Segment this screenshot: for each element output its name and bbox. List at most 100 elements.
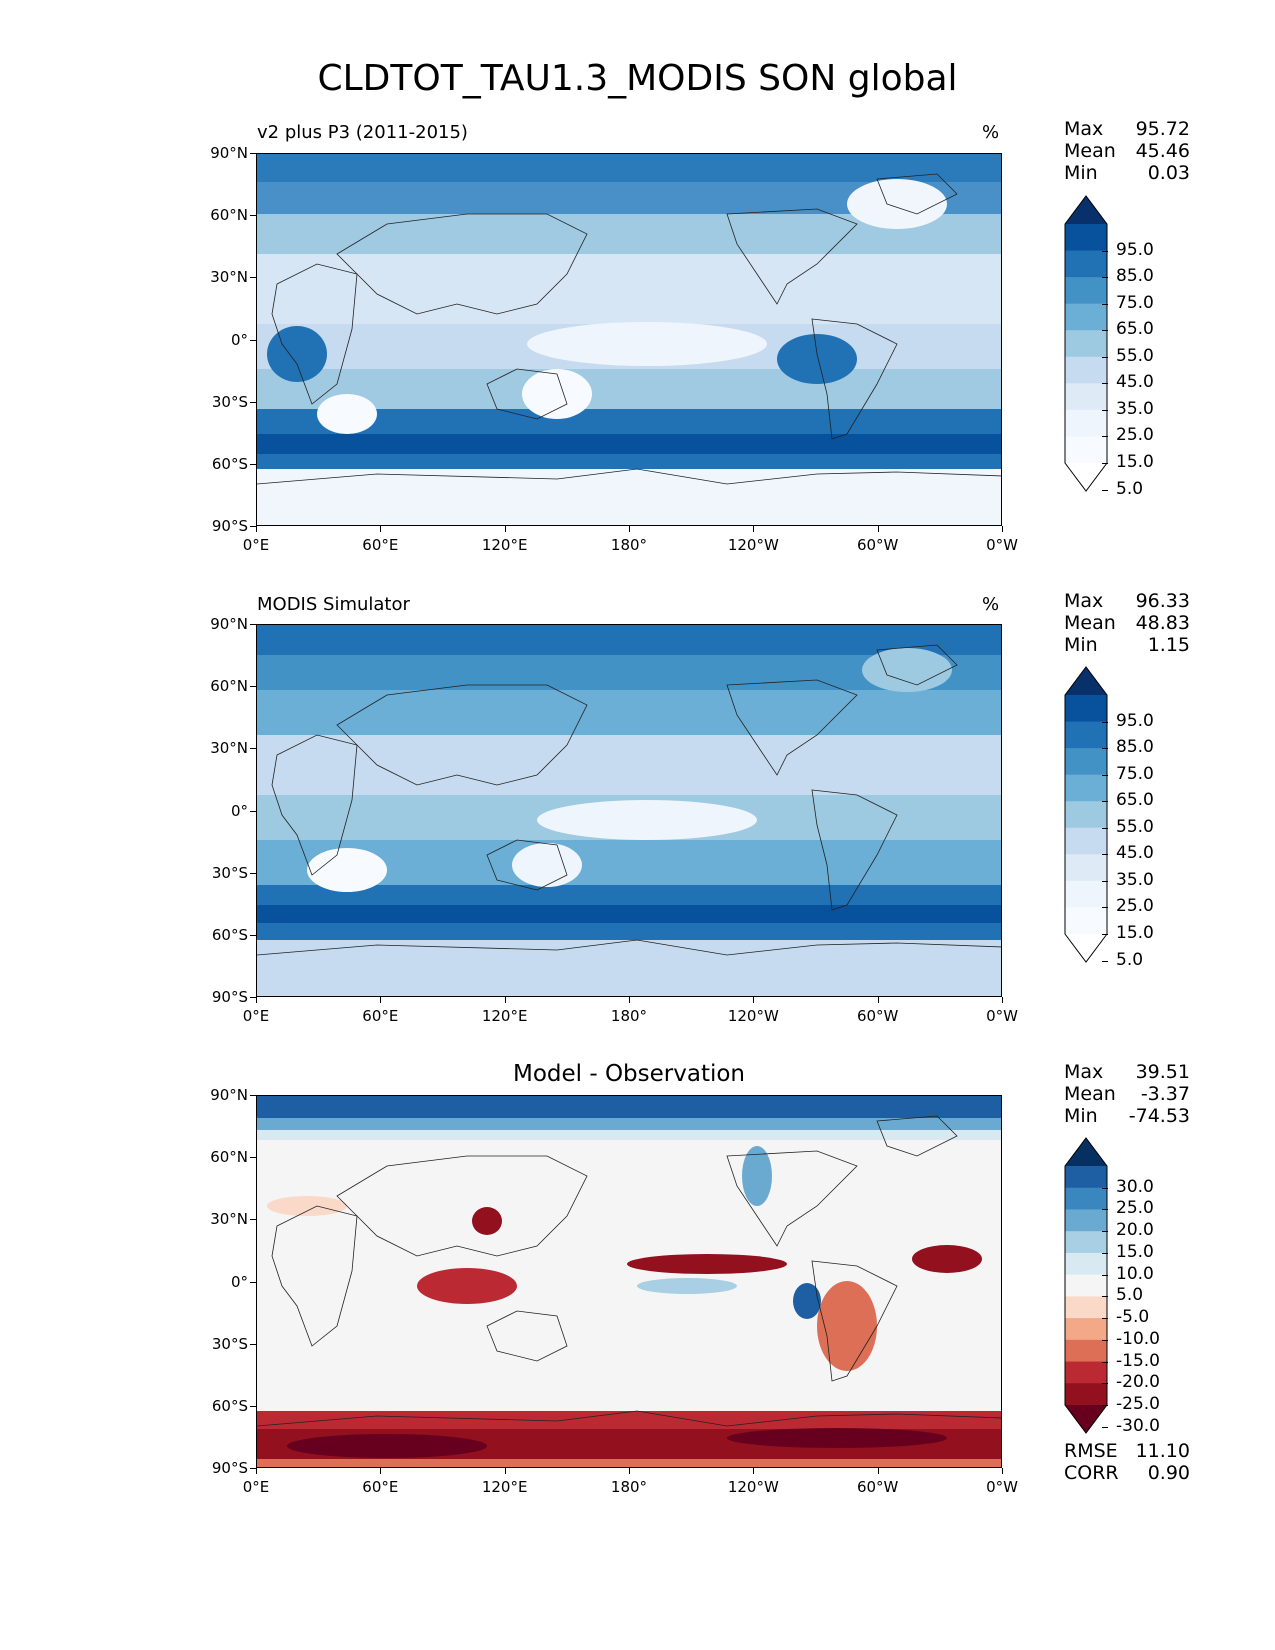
colorbar-extend-max [1065,196,1107,224]
colorbar-bin [1065,383,1107,411]
lat-tick-label: 30°S [211,392,248,411]
colorbar-bin [1065,409,1107,437]
lat-tick-mark [250,339,256,341]
lon-tick-label: 120°W [727,1478,779,1496]
lon-tick-mark [380,1468,382,1474]
map-difference [256,1095,1002,1468]
colorbar-tick-mark [1102,907,1108,909]
lon-tick-mark [256,997,257,1003]
stat-mean-value: 48.83 [1135,612,1190,634]
lon-tick-mark [877,1468,879,1474]
colorbar-tick-mark [1102,250,1108,252]
stat-min-value: 1.15 [1147,634,1190,656]
lat-tick-label: 90°S [211,988,248,1006]
colorbar-tick-label: 25.0 [1116,425,1154,446]
colorbar-extend-max [1065,667,1107,695]
stat-mean-label: Mean [1064,140,1116,162]
colorbar-bin [1065,774,1107,802]
colorbar-bin [1065,1166,1107,1189]
colorbar-bin [1065,827,1107,855]
lon-tick-mark [629,1468,630,1474]
lon-tick-mark [380,526,382,532]
lat-tick-mark [250,526,256,527]
colorbar-tick-mark [1102,1296,1108,1298]
lat-tick-label: 90°N [210,144,248,162]
colorbar [1064,195,1108,492]
lon-tick-label: 120°E [481,536,528,554]
lat-tick-label: 60°N [210,206,248,225]
colorbar-bin [1065,250,1107,278]
colorbar-tick-mark [1102,1361,1108,1363]
map-test-field [257,154,1001,525]
colorbar-bin [1065,1252,1107,1276]
rmse-label: RMSE [1064,1440,1118,1462]
stat-min-label: Min [1064,162,1098,184]
lat-tick-label: 60°S [211,1396,248,1415]
lon-tick-label: 180° [610,1007,648,1025]
lat-tick-mark [250,1281,256,1283]
colorbar-bin [1065,436,1107,464]
lon-tick-label: 60°W [856,536,899,554]
lat-tick-mark [250,215,256,217]
lat-tick-label: 30°N [210,268,248,287]
colorbar-tick-mark [1102,827,1108,829]
colorbar-tick-mark [1102,489,1108,491]
colorbar-tick-label: 95.0 [1116,239,1154,260]
colorbar-tick-mark [1102,934,1108,935]
colorbar-tick-label: 30.0 [1116,1176,1154,1197]
colorbar-tick-label: 65.0 [1116,790,1154,811]
colorbar-tick-mark [1102,303,1108,305]
colorbar-tick-label: -30.0 [1116,1415,1160,1436]
lon-tick-mark [256,1468,257,1474]
lat-tick-label: 60°N [210,677,248,696]
lon-tick-mark [753,526,755,532]
lat-tick-mark [250,872,256,874]
colorbar-tick-mark [1102,277,1108,279]
colorbar-tick-mark [1102,1426,1108,1428]
lon-tick-mark [1002,1468,1003,1474]
stat-mean-label: Mean [1064,612,1116,634]
colorbar-bin [1065,854,1107,882]
lat-tick-mark [250,686,256,688]
colorbar-bin [1065,695,1107,723]
lat-tick-label: 30°S [211,863,248,882]
panel-units: % [982,594,1000,615]
lon-tick-label: 60°E [362,1007,399,1025]
lon-tick-mark [504,997,506,1003]
colorbar-bin [1065,1274,1107,1297]
lat-tick-mark [250,153,256,154]
colorbar-tick-label: 45.0 [1116,843,1154,864]
colorbar-tick-label: 55.0 [1116,816,1154,837]
colorbar-tick-label: 95.0 [1116,710,1154,731]
lon-tick-label: 0°W [986,1478,1018,1496]
colorbar-tick-label: -20.0 [1116,1372,1160,1393]
stat-min-label: Min [1064,634,1098,656]
map-reference [256,624,1002,997]
lon-tick-label: 180° [610,1478,648,1496]
colorbar-tick-mark [1102,330,1108,332]
stat-min-label: Min [1064,1105,1098,1127]
stat-max-value: 96.33 [1135,590,1190,612]
lat-tick-label: 30°S [211,1334,248,1353]
colorbar-tick-mark [1102,1252,1108,1254]
colorbar-bin [1065,330,1107,358]
colorbar-tick-mark [1102,721,1108,723]
stat-min-value: -74.53 [1128,1105,1190,1127]
rmse-value: 11.10 [1135,1440,1190,1462]
lon-tick-label: 60°E [362,536,399,554]
colorbar-bin [1065,1339,1107,1363]
colorbar-bin [1065,748,1107,776]
lat-tick-mark [250,748,256,750]
lon-tick-label: 60°W [856,1007,899,1025]
colorbar-tick-label: 45.0 [1116,372,1154,393]
lat-tick-label: 90°S [211,517,248,535]
lon-tick-label: 0°W [986,536,1018,554]
lon-tick-mark [504,1468,506,1474]
colorbar-tick-mark [1102,1339,1108,1341]
map-reference-field [257,625,1001,996]
lon-tick-mark [504,526,506,532]
colorbar-tick-mark [1102,1405,1108,1406]
colorbar-tick-label: 5.0 [1116,949,1144,970]
colorbar-bin [1065,1361,1107,1384]
colorbar-tick-label: 25.0 [1116,896,1154,917]
